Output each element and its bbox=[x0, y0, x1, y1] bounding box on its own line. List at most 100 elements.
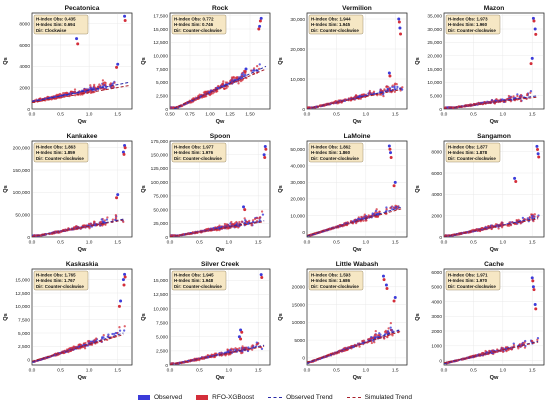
observed-point bbox=[387, 144, 391, 148]
observed-trend-line bbox=[307, 328, 402, 364]
simulated-point bbox=[81, 224, 84, 227]
info-line: Dir: Counter-clockwise bbox=[311, 156, 359, 161]
observed-point bbox=[75, 37, 79, 41]
x-tick-label: 1.5 bbox=[255, 240, 262, 246]
simulated-point bbox=[210, 353, 213, 356]
simulated-point bbox=[529, 91, 532, 94]
x-tick-label: 1.5 bbox=[255, 368, 262, 374]
simulated-point bbox=[512, 344, 516, 347]
simulated-point bbox=[534, 32, 538, 36]
simulated-point bbox=[221, 83, 224, 86]
simulated-trend-line bbox=[173, 68, 267, 109]
simulated-point bbox=[393, 206, 396, 210]
simulated-point bbox=[532, 288, 536, 292]
x-tick-label: 0.0 bbox=[441, 112, 448, 118]
observed-point bbox=[397, 17, 401, 21]
y-axis-label: Qs bbox=[415, 57, 421, 64]
simulated-point bbox=[509, 224, 513, 227]
y-tick-label: 20000 bbox=[292, 285, 306, 291]
simulated-point bbox=[108, 83, 112, 86]
x-tick-label: 1.5 bbox=[529, 112, 536, 118]
simulated-point bbox=[234, 347, 237, 350]
y-tick-label: 5,000 bbox=[18, 331, 30, 337]
simulated-point bbox=[206, 353, 209, 357]
plot-frame bbox=[306, 12, 408, 110]
info-line: H-Index Obs: 1.863 bbox=[36, 145, 76, 150]
simulated-point bbox=[249, 69, 253, 72]
x-tick-label: 0.5 bbox=[196, 240, 203, 246]
simulated-point bbox=[245, 220, 248, 223]
legend-swatch-observed-trend bbox=[268, 396, 283, 398]
observed-point bbox=[262, 153, 266, 157]
x-tick-label: 1.0 bbox=[362, 368, 369, 374]
y-tick-label: 10,000 bbox=[290, 77, 305, 83]
simulated-point bbox=[536, 148, 540, 152]
simulated-point bbox=[387, 85, 390, 89]
simulated-point bbox=[532, 19, 536, 23]
legend-label-simulated: RFO-XGBoost bbox=[212, 393, 255, 401]
simulated-point bbox=[263, 155, 267, 159]
simulated-point bbox=[177, 234, 180, 237]
y-tick-label: 100,000 bbox=[13, 190, 31, 196]
simulated-point bbox=[389, 206, 392, 210]
simulated-point bbox=[123, 275, 127, 279]
simulated-point bbox=[240, 220, 244, 223]
info-line: H-Index Obs: 1.944 bbox=[311, 17, 351, 22]
x-axis-label: Qw bbox=[78, 247, 87, 253]
simulated-point bbox=[74, 225, 77, 229]
simulated-point bbox=[362, 219, 365, 222]
y-tick-label: 0 bbox=[27, 235, 30, 241]
simulated-point bbox=[523, 346, 527, 349]
x-tick-label: 0.0 bbox=[29, 368, 36, 374]
simulated-point bbox=[83, 347, 87, 350]
simulated-trend-line bbox=[444, 96, 539, 109]
x-tick-label: 1.0 bbox=[499, 368, 506, 374]
observed-point bbox=[381, 274, 385, 278]
panel-kaskaskia: Kaskaskia 0 2,500 5,000 7,500 10,000 12,500 15,… bbox=[3, 261, 133, 381]
observed-point bbox=[118, 329, 122, 332]
y-tick-label: 5000 bbox=[431, 285, 442, 291]
simulated-point bbox=[319, 356, 322, 360]
y-tick-label: 7,500 bbox=[18, 317, 30, 323]
simulated-point bbox=[239, 337, 243, 341]
info-line: Dir: Counter-clockwise bbox=[448, 28, 496, 33]
simulated-trend-line bbox=[170, 221, 265, 237]
x-tick-label: 1.0 bbox=[362, 240, 369, 246]
simulated-point bbox=[87, 222, 91, 226]
y-axis-label: Qs bbox=[3, 57, 9, 64]
simulated-point bbox=[240, 351, 243, 355]
simulated-point bbox=[343, 349, 346, 352]
y-axis-label: Qs bbox=[141, 313, 147, 320]
simulated-point bbox=[114, 213, 118, 217]
x-tick-label: 0.0 bbox=[441, 240, 448, 246]
info-line: H-Index Sim: 1.976 bbox=[174, 150, 214, 155]
info-line: H-Index Sim: 1.860 bbox=[311, 150, 351, 155]
simulated-point bbox=[213, 352, 217, 355]
simulated-point bbox=[519, 99, 523, 103]
observed-point bbox=[389, 326, 392, 329]
simulated-point bbox=[221, 226, 225, 229]
y-tick-label: 6000 bbox=[431, 171, 442, 177]
panel-silver-creek: Silver Creek 0 2,500 5,000 7,500 10,000 12,500… bbox=[141, 261, 271, 381]
x-tick-label: 0.5 bbox=[196, 368, 203, 374]
y-tick-label: 10,000 bbox=[153, 53, 168, 59]
y-tick-label: 25,000 bbox=[427, 40, 442, 46]
simulated-point bbox=[516, 94, 519, 98]
simulated-point bbox=[368, 89, 372, 93]
y-tick-label: 2000 bbox=[431, 213, 442, 219]
y-tick-label: 50,000 bbox=[153, 207, 168, 213]
observed-point bbox=[111, 332, 114, 336]
panel-pecatonica: Pecatonica 0 2000 4000 6000 8000 0.0 0.5 1.0 1.5 Q… bbox=[3, 5, 133, 125]
plot-frame bbox=[169, 140, 271, 238]
points-layer bbox=[170, 273, 265, 365]
observed-point bbox=[261, 213, 265, 216]
observed-point bbox=[393, 85, 396, 88]
observed-point bbox=[521, 216, 525, 220]
simulated-point bbox=[388, 147, 392, 151]
observed-point bbox=[372, 92, 376, 95]
observed-point bbox=[252, 69, 256, 72]
y-tick-label: 12,500 bbox=[153, 292, 168, 298]
observed-point bbox=[513, 176, 517, 180]
simulated-point bbox=[89, 222, 92, 226]
x-tick-label: 0.0 bbox=[167, 368, 174, 374]
